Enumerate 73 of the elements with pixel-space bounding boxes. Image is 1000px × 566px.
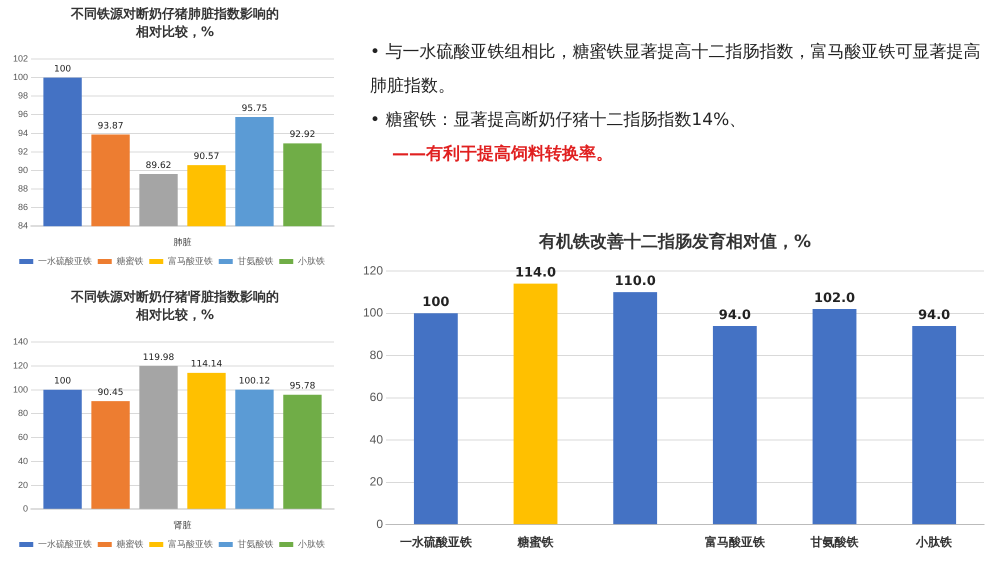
x-tick-label: 小肽铁 [915,535,954,550]
y-tick-label: 92 [18,146,28,156]
y-tick-label: 100 [12,384,28,394]
bar [912,326,956,524]
y-tick-label: 120 [362,263,384,278]
y-tick-label: 0 [376,516,384,531]
legend-label: 一水硫酸亚铁 [38,256,92,266]
data-label: 100 [54,376,72,387]
chart-title: 不同铁源对断奶仔猪肺脏指数影响的相对比较，% [70,6,280,41]
bar [712,326,757,524]
data-label: 95.78 [290,382,316,392]
y-tick-label: 102 [12,53,28,64]
legend-label: 小肽铁 [298,256,325,266]
bar [139,366,178,509]
data-label: 94.0 [718,308,751,323]
y-tick-label: 80 [18,408,28,418]
y-tick-label: 40 [18,456,28,466]
y-tick-label: 20 [18,480,28,490]
bar [414,313,458,524]
data-label: 100 [422,295,450,310]
y-tick-label: 60 [370,390,384,404]
y-tick-label: 96 [18,109,28,120]
data-label: 93.87 [98,121,124,132]
text: • 与一水硫酸亚铁组相比，糖蜜铁显著提高十二指肠指数，富马酸亚铁可显著提高肺脏指数。 [370,41,982,98]
bar [235,390,274,509]
y-tick-label: 60 [18,432,28,442]
legend-label: 富马酸亚铁 [168,256,213,266]
legend-label: 糖蜜铁 [116,256,144,266]
bar [283,394,322,509]
x-tick-label: 一水硫酸亚铁 [400,535,473,550]
bar [812,309,856,524]
y-tick-label: 88 [18,184,28,194]
text: ——有利于提高饲料转换率。 [391,143,614,166]
data-label: 114.0 [514,266,556,281]
bar [613,292,658,524]
bar [187,372,226,509]
y-tick-label: 100 [362,306,384,320]
data-label: 90.45 [98,388,124,398]
y-tick-label: 86 [18,202,28,212]
chart-title: 有机铁改善十二指肠发育相对值，% [538,231,812,253]
chart-title: 不同铁源对断奶仔猪肾脏指数影响的相对比较，% [70,288,280,324]
x-tick-label: 肺脏 [174,237,192,248]
text: • 糖蜜铁：显著提高断奶仔猪十二指肠指数14%、 [370,109,748,132]
x-tick-label: 富马酸亚铁 [704,535,766,550]
data-label: 95.75 [242,104,268,114]
bar [91,401,130,509]
y-tick-label: 40 [370,432,384,446]
x-tick-label: 肾脏 [174,520,192,530]
data-label: 100.12 [238,376,270,386]
y-tick-label: 120 [12,360,28,370]
x-tick-label: 甘氨酸铁 [810,535,860,550]
data-label: 90.57 [194,152,220,162]
x-tick-label: 糖蜜铁 [516,535,555,550]
data-label: 92.92 [290,130,316,140]
y-tick-label: 84 [18,220,28,231]
bar [43,390,82,509]
data-label: 114.14 [190,360,223,370]
y-tick-label: 98 [18,90,28,101]
data-label: 100 [54,64,72,74]
y-tick-label: 100 [12,72,28,82]
y-tick-label: 20 [370,474,384,489]
bar [514,284,558,524]
legend-label: 甘氨酸铁 [237,256,274,266]
y-tick-label: 90 [18,164,28,175]
y-tick-label: 140 [12,336,28,346]
y-tick-label: 80 [370,348,384,362]
data-label: 94.0 [918,308,950,323]
y-tick-label: 0 [23,504,28,514]
data-label: 102.0 [814,290,856,306]
data-label: 110.0 [614,274,656,290]
data-label: 89.62 [146,160,172,171]
y-tick-label: 94 [18,128,28,138]
data-label: 119.98 [142,352,175,363]
